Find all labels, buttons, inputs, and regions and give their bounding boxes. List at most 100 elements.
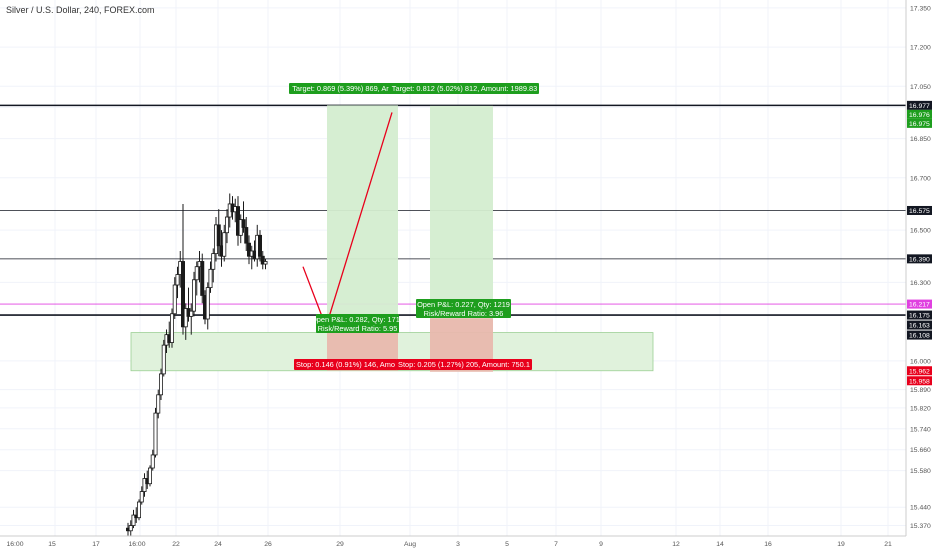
time-tick-label: 22 [172, 541, 180, 548]
time-tick-label: 5 [505, 541, 509, 548]
candle [183, 303, 188, 340]
candle [180, 203, 185, 335]
candle [172, 277, 177, 319]
candle [156, 389, 161, 419]
axis-price-tag: 16.975 [909, 121, 930, 128]
candle-body [128, 525, 133, 532]
target-label: Target: 0.812 (5.02%) 812, Amount: 1989.… [390, 83, 539, 94]
axis-price-tag-bg [907, 205, 932, 215]
axis-price-tag: 16.390 [909, 256, 930, 263]
candle-body [222, 232, 227, 257]
target-label: Target: 0.869 (5.39%) 869, Ar [289, 83, 392, 94]
time-tick-label: 7 [554, 541, 558, 548]
time-tick-label: 21 [884, 541, 892, 548]
candle-body [161, 344, 166, 375]
candle-body [257, 234, 262, 257]
candle [241, 201, 246, 233]
candle-body [216, 224, 221, 247]
price-tick-label: 17.200 [910, 45, 931, 52]
axis-price-tag-bg [907, 109, 932, 119]
candle-body [208, 268, 213, 289]
candle [244, 217, 249, 252]
price-tick-label: 15.370 [910, 523, 931, 530]
price-tick-label: 15.440 [910, 505, 931, 512]
candle [205, 282, 210, 330]
axis-price-tag-bg [907, 366, 932, 376]
candle-body [241, 219, 246, 228]
axis-price-tag: 16.976 [909, 112, 930, 119]
stop-label: Stop: 0.205 (1.27%) 205, Amount: 750.1 [396, 359, 532, 370]
target-label-text: Target: 0.869 (5.39%) 869, Ar [292, 84, 389, 93]
axis-price-tag: 15.958 [909, 378, 930, 385]
target-zone [327, 105, 398, 333]
price-tick-label: 16.500 [910, 228, 931, 235]
candle-body [169, 313, 174, 343]
candle-body [180, 261, 185, 328]
stop-label-bg [396, 359, 532, 370]
candle-body [172, 284, 177, 315]
axis-price-tag: 16.175 [909, 313, 930, 320]
axis-price-tag-bg [907, 310, 932, 320]
axis-price-tag-bg [907, 254, 932, 264]
candle-body [142, 478, 147, 492]
candle [128, 520, 133, 536]
candle-body [191, 279, 196, 312]
candle-body [205, 287, 210, 320]
candle [139, 486, 144, 505]
time-tick-label: 16:00 [128, 541, 145, 548]
candle-body [136, 501, 141, 519]
time-tick-label: 3 [456, 541, 460, 548]
candle [216, 209, 221, 257]
pnl-label-text: Open P&L: 0.282, Qty: 1712 [311, 315, 404, 324]
stop-label-text: Stop: 0.146 (0.91%) 146, Amo [296, 360, 395, 369]
price-tick-label: 15.890 [910, 387, 931, 394]
pnl-label-text: Risk/Reward Ratio: 3.96 [424, 309, 504, 318]
price-tick-label: 16.000 [910, 358, 931, 365]
price-axis-bg [906, 0, 932, 550]
candle [136, 499, 141, 521]
candle [189, 303, 194, 335]
candle [158, 368, 163, 401]
target-zone [430, 105, 493, 319]
axis-price-tag: 16.977 [909, 103, 930, 110]
candle-body [150, 454, 155, 469]
target-label-bg [390, 83, 539, 94]
time-tick-label: 16 [764, 541, 772, 548]
candle-body [244, 227, 249, 244]
time-tick-label: 29 [336, 541, 344, 548]
axis-price-tag: 16.217 [909, 302, 930, 309]
time-tick-label: 19 [837, 541, 845, 548]
symbol-title: Silver / U.S. Dollar, 240, FOREX.com [6, 5, 155, 15]
stop-label-bg [294, 359, 397, 370]
candle [147, 465, 152, 487]
candle-body [153, 412, 158, 456]
pnl-label-bg [316, 314, 399, 333]
candle [200, 253, 205, 304]
time-tick-label: Aug [404, 541, 416, 548]
candle-body [175, 274, 180, 286]
axis-price-tag-bg [907, 100, 932, 110]
time-tick-label: 16:00 [6, 541, 23, 548]
time-tick-label: 24 [214, 541, 222, 548]
candle-body [263, 261, 268, 265]
price-tick-label: 15.740 [910, 426, 931, 433]
time-tick-label: 14 [716, 541, 724, 548]
stop-label-text: Stop: 0.205 (1.27%) 205, Amount: 750.1 [398, 360, 530, 369]
candle [263, 258, 268, 270]
time-tick-label: 12 [672, 541, 680, 548]
candle-body [147, 467, 152, 485]
candle [208, 261, 213, 293]
candle [169, 308, 174, 348]
price-tick-label: 16.700 [910, 175, 931, 182]
candle-body [200, 261, 205, 296]
axis-price-tag-bg [907, 330, 932, 340]
candle-body [156, 394, 161, 414]
axis-price-tag-bg [907, 376, 932, 386]
axis-price-tag-bg [907, 299, 932, 309]
candle [260, 251, 265, 270]
candle-body [183, 308, 188, 328]
